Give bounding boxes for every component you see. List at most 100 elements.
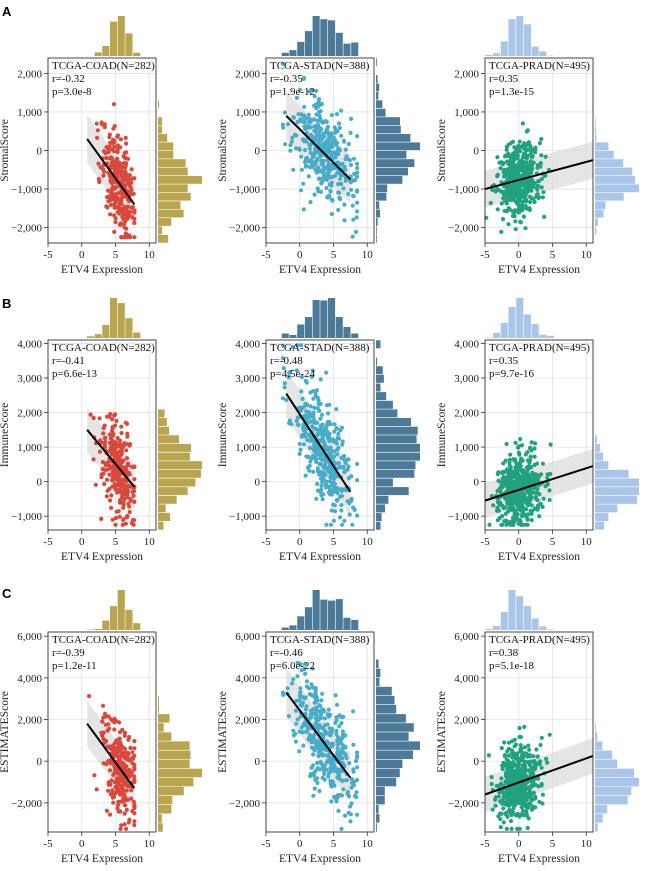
y-axis-title: ESTIMATEScore [217,691,229,773]
data-point [505,500,510,505]
x-histogram-bar [297,616,305,630]
data-point [291,677,296,682]
data-point [506,753,512,758]
data-point [521,786,526,792]
x-tick-label: 10 [581,536,593,548]
data-point [341,186,346,191]
y-histogram-bar [158,218,172,226]
annotation-r: r=0.35 [489,73,519,85]
y-histogram-bar [158,226,163,235]
data-point [495,518,500,523]
data-point [309,711,314,716]
y-tick-label: 3,000 [454,373,479,385]
data-point [335,746,340,751]
x-histogram-bar [102,620,110,630]
data-point [333,693,338,698]
y-histogram-bar [158,117,163,125]
data-point [527,763,533,768]
y-histogram-bar [158,443,191,452]
data-point [300,396,305,401]
data-point [101,173,106,178]
data-point [313,457,318,462]
y-tick-label: 2,000 [454,715,479,727]
data-point [340,729,345,734]
x-tick-label: 0 [79,838,85,850]
data-point [299,694,304,699]
data-point [297,441,302,447]
data-point [343,147,348,152]
data-point [303,662,308,667]
data-point [535,761,541,767]
data-point [524,160,529,165]
data-point [310,155,315,160]
y-histogram-bar [158,435,179,444]
data-point [315,780,320,786]
data-point [103,151,108,156]
data-point [110,165,115,170]
data-point [107,726,112,731]
data-point [511,805,516,811]
y-histogram-bar [158,134,168,142]
data-point [509,751,515,756]
x-histogram-bar [539,334,547,338]
data-point [328,454,334,459]
data-point [518,748,523,753]
data-point [311,469,316,474]
data-point [504,441,509,447]
y-histogram-bar [376,176,403,184]
x-histogram-bar [94,52,102,56]
x-histogram-bar [133,52,141,56]
annotation-title: TCGA-COAD(N=282) [52,634,155,646]
data-point [328,522,334,527]
data-point [500,522,505,527]
y-tick-label: 6,000 [235,631,260,643]
data-point [329,211,334,217]
data-point [522,141,527,146]
data-point [102,481,107,487]
data-point [355,478,360,483]
data-point [328,149,333,154]
panel-a2: -5 0 5 10 −2,000 −1,000 0 1,000 2,000 ETV4 Expres… [217,16,420,276]
y-tick-label: 3,000 [235,373,260,385]
data-point [529,784,535,789]
data-point [341,787,346,792]
x-histogram-bar [289,50,297,56]
data-point [529,797,534,803]
y-histogram-bar [595,452,604,461]
data-point [119,451,124,457]
data-point [516,450,522,455]
data-point [347,512,352,517]
data-point [355,170,360,175]
data-point [309,740,314,745]
y-histogram-bar [376,495,389,504]
y-tick-label: 1,000 [454,442,479,454]
data-point [321,492,326,497]
y-histogram-bar [376,374,384,383]
data-point [501,161,506,166]
data-point [110,147,115,152]
data-point [345,467,350,472]
data-point [113,216,118,221]
data-point [520,155,526,160]
data-point [108,190,113,195]
data-point [535,503,541,508]
data-point [319,412,325,417]
data-point [121,796,126,801]
x-histogram-bar [539,626,547,630]
data-point [322,166,327,171]
data-point [120,785,125,790]
data-point [312,192,317,197]
data-point [115,148,120,153]
data-point [112,794,117,800]
data-point [318,109,323,114]
data-point [308,165,313,170]
data-point [342,518,347,523]
data-point [502,740,507,745]
data-point [96,161,101,166]
x-tick-label: 5 [331,838,337,850]
data-point [334,426,339,431]
data-point [341,138,347,144]
data-point [351,767,356,772]
y-histogram-bar [158,823,163,832]
y-histogram-bar [158,495,177,504]
